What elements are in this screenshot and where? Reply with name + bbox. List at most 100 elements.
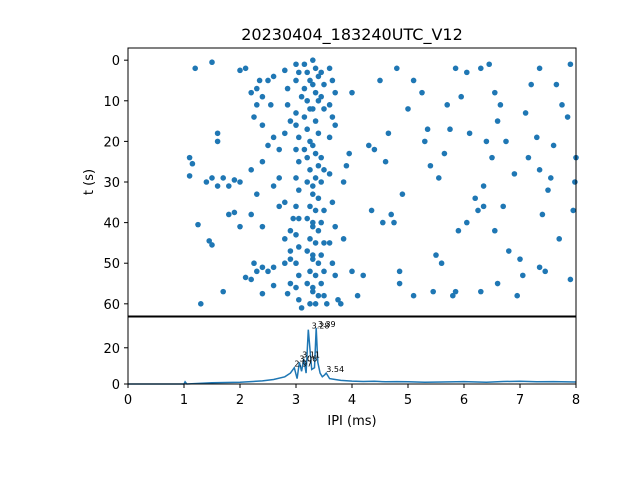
scatter-point [270,73,277,80]
scatter-point [478,65,484,72]
scatter-point [259,290,266,297]
scatter-point [304,69,311,76]
scatter-point [315,292,322,299]
scatter-point [287,227,294,234]
scatter-point [506,248,512,254]
scatter-point [315,130,322,137]
ipi-histogram-line [128,327,577,385]
scatter-point [253,85,260,92]
scatter-point [307,203,313,210]
peak-annotation: 3.11 [302,351,320,360]
scatter-point [276,203,283,210]
scatter-point [293,61,299,68]
scatter-point [186,173,193,179]
scatter-point [282,236,288,242]
scatter-point [312,118,319,124]
scatter-point [198,301,204,307]
scatter-point [567,276,574,283]
scatter-point [231,209,238,216]
x-tick-label: 1 [180,393,188,408]
scatter-point [282,260,288,267]
scatter-point [284,102,291,108]
scatter-point [237,223,243,230]
scatter-point [447,126,453,133]
scatter-point [452,288,459,295]
scatter-point [318,69,325,76]
scatter-point [310,252,316,258]
peak-annotation: 3.28 [312,322,330,331]
scatter-point [270,282,277,289]
scatter-point [399,191,406,197]
x-tick-label: 0 [124,393,132,408]
y-tick-label: 20 [103,342,120,357]
scatter-point [436,175,442,181]
scatter-point [534,134,540,141]
scatter-point [268,102,274,108]
peak-annotation: 3.39 [318,320,336,329]
scatter-point [312,301,319,307]
scatter-point [296,69,302,76]
scatter-point [450,292,456,299]
scatter-point [304,215,311,222]
scatter-point [237,179,243,185]
scatter-point [366,142,372,149]
scatter-point [536,264,543,271]
scatter-point [500,203,507,210]
scatter-point [340,236,347,242]
scatter-point [284,85,291,92]
scatter-point [259,264,266,271]
scatter-point [304,126,311,133]
scatter-point [209,59,215,66]
scatter-point [349,89,355,96]
scatter-point [315,162,322,169]
scatter-point [396,268,403,275]
y-tick-label: 0 [112,378,120,393]
scatter-point [377,77,383,84]
scatter-point [427,162,434,169]
scatter-point [492,89,498,96]
scatter-point [290,215,297,222]
scatter-point [259,223,266,230]
scatter-point [310,183,316,189]
chart-title: 20230404_183240UTC_V12 [241,25,463,45]
peak-annotation: 2.97 [294,360,312,369]
peak-annotation: 3.54 [326,365,344,374]
scatter-point [360,272,367,279]
scatter-point [475,207,481,214]
scatter-point [556,236,562,242]
scatter-point [312,207,319,214]
scatter-point [528,81,534,88]
scatter-point [458,93,465,100]
scatter-point [214,183,221,189]
scatter-point [298,305,305,311]
scatter-point [301,114,308,120]
scatter-point [296,244,302,250]
y-tick-label: 40 [103,217,120,232]
scatter-point [326,134,333,141]
scatter-point [253,268,260,275]
scatter-point [354,292,361,299]
x-tick-label: 5 [404,393,412,408]
scatter-point [480,203,487,210]
scatter-point [567,61,574,68]
scatter-point [536,167,543,173]
scatter-point [270,134,277,141]
y-tick-label: 50 [103,257,120,272]
scatter-point [346,150,353,157]
scatter-point [287,256,294,262]
scatter-point [318,219,325,226]
scatter-point [405,106,411,112]
scatter-point [293,77,299,84]
scatter-point [483,138,490,145]
scatter-point [307,301,313,307]
scatter-point [548,175,554,181]
scatter-point [265,268,271,275]
scatter-point [478,288,484,295]
x-tick-label: 4 [348,393,356,408]
top-y-ticks: 0 10 20 30 40 50 60 [103,54,128,313]
scatter-point [242,274,249,281]
scatter-point [310,106,316,112]
scatter-point [332,223,339,230]
scatter-point [251,114,257,120]
